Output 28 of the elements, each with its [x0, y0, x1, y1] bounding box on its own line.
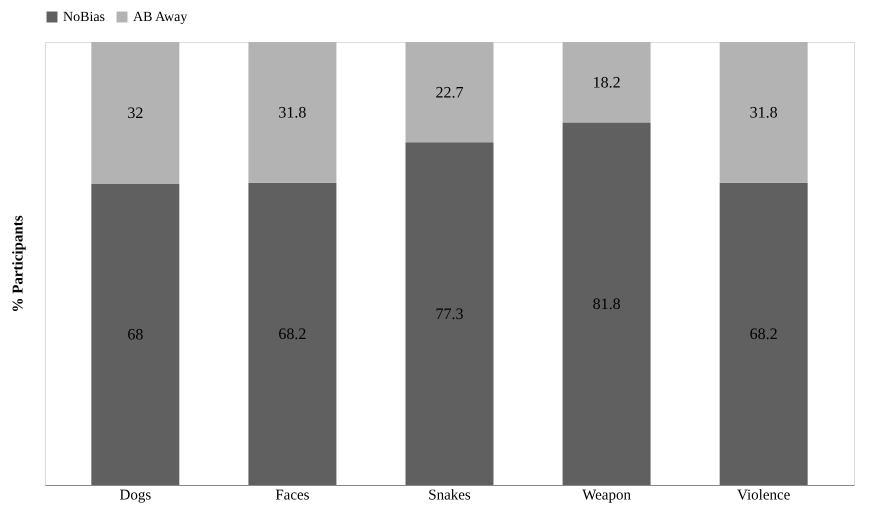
bar [91, 184, 180, 485]
x-tick-label: Violence [737, 488, 791, 504]
bar [91, 42, 180, 184]
legend-label: NoBias [63, 10, 105, 25]
data-label: 31.8 [278, 104, 306, 122]
bar [720, 182, 808, 485]
bar [562, 122, 651, 485]
x-tick-label: Snakes [428, 488, 471, 504]
bar [406, 142, 494, 485]
data-label: 68.2 [750, 326, 778, 343]
x-tick-label: Faces [275, 488, 310, 504]
bar [248, 42, 336, 183]
bar [562, 42, 651, 123]
data-label: 68.2 [278, 326, 306, 343]
data-label: 68 [127, 326, 144, 344]
data-label: 31.8 [750, 104, 778, 122]
data-label: 32 [127, 104, 144, 122]
bar [720, 42, 808, 183]
data-label: 22.7 [436, 84, 464, 102]
data-label: 18.2 [592, 74, 621, 92]
y-axis-title: % Participants [10, 215, 26, 313]
bar [248, 182, 336, 485]
x-tick-label: Weapon [582, 488, 632, 504]
legend-label: AB Away [133, 10, 188, 25]
data-label: 77.3 [436, 306, 464, 323]
x-tick-label: Dogs [119, 488, 152, 504]
bar [406, 42, 494, 143]
data-label: 81.8 [592, 296, 621, 313]
